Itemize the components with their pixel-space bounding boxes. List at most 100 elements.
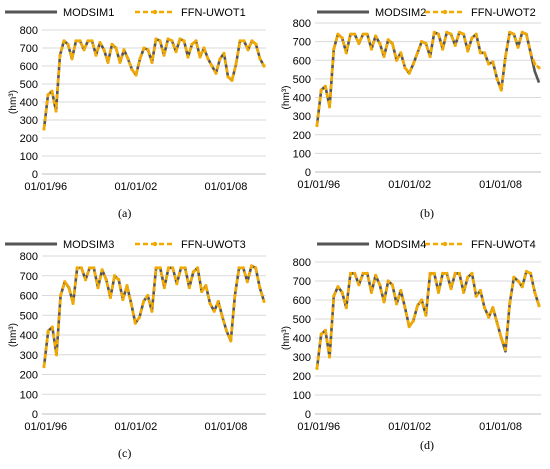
data-point bbox=[220, 315, 225, 319]
data-point bbox=[503, 347, 508, 351]
data-point bbox=[399, 288, 403, 293]
data-point bbox=[466, 49, 470, 53]
data-point bbox=[118, 60, 122, 64]
caption-d: (d) bbox=[420, 438, 434, 452]
data-point bbox=[327, 105, 332, 109]
data-point bbox=[382, 300, 386, 304]
y-tick-label: 0 bbox=[305, 409, 311, 421]
data-point bbox=[508, 30, 512, 34]
legend-marker-ffn-uwot bbox=[442, 241, 448, 247]
data-point bbox=[245, 280, 249, 284]
data-point bbox=[254, 266, 258, 270]
data-point bbox=[162, 53, 166, 57]
x-tick-label: 01/01/02 bbox=[388, 179, 431, 191]
data-point bbox=[146, 293, 150, 298]
x-tick-label: 01/01/96 bbox=[24, 421, 67, 433]
data-point bbox=[190, 42, 194, 47]
data-point bbox=[327, 355, 332, 359]
data-point bbox=[533, 290, 537, 294]
series-line-ffn-uwot bbox=[315, 270, 541, 369]
legend-label-modsim: MODSIM1 bbox=[63, 7, 114, 19]
y-tick-label: 300 bbox=[293, 352, 311, 364]
data-point bbox=[449, 32, 453, 36]
data-point bbox=[428, 271, 432, 275]
data-point bbox=[453, 271, 457, 275]
data-point bbox=[98, 41, 102, 45]
data-point bbox=[453, 43, 457, 47]
data-point bbox=[67, 286, 71, 290]
y-tick-label: 200 bbox=[20, 370, 38, 382]
data-point bbox=[491, 306, 495, 310]
data-point bbox=[129, 301, 133, 305]
data-point bbox=[445, 30, 449, 34]
data-point bbox=[150, 60, 154, 64]
data-point bbox=[241, 266, 245, 270]
data-point bbox=[361, 271, 365, 275]
data-point bbox=[466, 275, 470, 279]
data-point bbox=[79, 266, 83, 270]
data-point bbox=[537, 66, 541, 70]
data-point bbox=[178, 37, 182, 41]
data-point bbox=[142, 46, 146, 50]
data-point bbox=[378, 283, 382, 287]
data-point bbox=[474, 32, 478, 36]
y-tick-label: 300 bbox=[20, 115, 38, 127]
data-point bbox=[100, 268, 104, 272]
legend-label-ffn-uwot: FFN-UWOT1 bbox=[181, 7, 246, 19]
data-point bbox=[340, 290, 344, 294]
data-point bbox=[75, 266, 79, 270]
caption-b: (b) bbox=[420, 206, 434, 220]
data-point bbox=[42, 365, 46, 369]
data-point bbox=[495, 77, 499, 81]
data-point bbox=[323, 328, 327, 332]
y-tick-label: 100 bbox=[20, 151, 38, 163]
y-tick-label: 300 bbox=[20, 350, 38, 362]
data-point bbox=[457, 271, 462, 275]
data-point bbox=[54, 109, 58, 113]
data-point bbox=[138, 57, 142, 61]
data-point bbox=[170, 39, 174, 43]
data-point bbox=[436, 32, 441, 36]
x-tick-label: 01/01/08 bbox=[205, 181, 248, 193]
data-point bbox=[158, 39, 162, 43]
data-point bbox=[150, 309, 154, 313]
data-point bbox=[258, 286, 262, 290]
data-point bbox=[378, 41, 382, 46]
data-point bbox=[340, 36, 344, 40]
data-point bbox=[353, 32, 357, 36]
data-point bbox=[218, 57, 222, 61]
y-tick-label: 400 bbox=[20, 97, 38, 109]
data-point bbox=[482, 51, 487, 55]
data-point bbox=[482, 306, 487, 310]
data-point bbox=[246, 48, 250, 52]
data-point bbox=[348, 32, 353, 36]
data-point bbox=[407, 325, 411, 329]
y-tick-label: 700 bbox=[293, 276, 311, 288]
legend-marker-ffn-uwot bbox=[152, 9, 158, 15]
legend-marker-ffn-uwot bbox=[442, 9, 448, 15]
data-point bbox=[415, 304, 420, 308]
data-point bbox=[262, 299, 266, 304]
data-point bbox=[336, 285, 340, 289]
data-point bbox=[238, 39, 242, 43]
data-point bbox=[361, 32, 365, 36]
data-point bbox=[70, 57, 74, 61]
data-point bbox=[470, 36, 474, 40]
y-tick-label: 500 bbox=[293, 314, 311, 326]
y-tick-label: 200 bbox=[293, 371, 311, 383]
data-point bbox=[249, 264, 254, 268]
data-point bbox=[411, 62, 415, 66]
y-tick-label: 800 bbox=[20, 25, 38, 37]
data-point bbox=[112, 274, 117, 278]
data-point bbox=[92, 266, 96, 270]
series-line-ffn-uwot bbox=[42, 264, 266, 367]
data-point bbox=[59, 293, 63, 298]
data-point bbox=[348, 271, 353, 275]
data-point bbox=[394, 58, 399, 62]
data-point bbox=[332, 47, 336, 51]
data-point bbox=[216, 299, 220, 304]
data-point bbox=[499, 88, 503, 92]
data-point bbox=[407, 71, 411, 75]
data-point bbox=[487, 62, 491, 66]
y-tick-label: 700 bbox=[293, 37, 311, 49]
